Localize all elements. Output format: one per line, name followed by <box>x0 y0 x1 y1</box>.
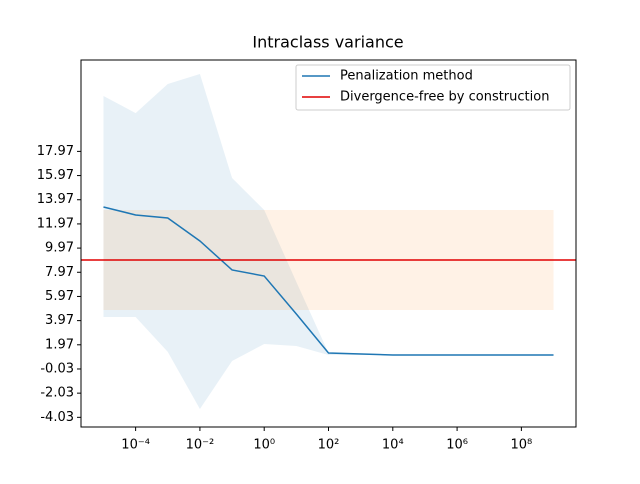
x-tick-label: 10² <box>318 438 340 453</box>
y-tick-label: 9.97 <box>45 241 74 256</box>
y-tick-label: -0.03 <box>40 361 74 376</box>
legend-label: Divergence-free by construction <box>340 90 549 105</box>
y-tick-label: 3.97 <box>45 313 74 328</box>
x-tick-label: 10⁻⁴ <box>121 438 150 453</box>
y-tick-label: -4.03 <box>40 410 74 425</box>
x-tick-label: 10⁴ <box>382 438 404 453</box>
y-tick-label: -2.03 <box>40 386 74 401</box>
legend-box <box>295 64 571 111</box>
series-line <box>103 206 554 356</box>
legend-label: Penalization method <box>340 69 473 84</box>
chart-title: Intraclass variance <box>252 33 403 52</box>
y-tick-label: 13.97 <box>37 192 74 207</box>
x-tick-label: 10⁸ <box>511 438 533 453</box>
y-tick-label: 17.97 <box>37 144 74 159</box>
confidence-band <box>103 74 554 409</box>
y-tick-label: 5.97 <box>45 289 74 304</box>
x-tick-label: 10⁶ <box>446 438 468 453</box>
y-tick-label: 11.97 <box>37 216 74 231</box>
y-tick-label: 1.97 <box>45 337 74 352</box>
y-tick-label: 7.97 <box>45 265 74 280</box>
x-tick-label: 10⁻² <box>186 438 215 453</box>
y-tick-label: 15.97 <box>37 168 74 183</box>
x-tick-label: 10⁰ <box>253 438 275 453</box>
